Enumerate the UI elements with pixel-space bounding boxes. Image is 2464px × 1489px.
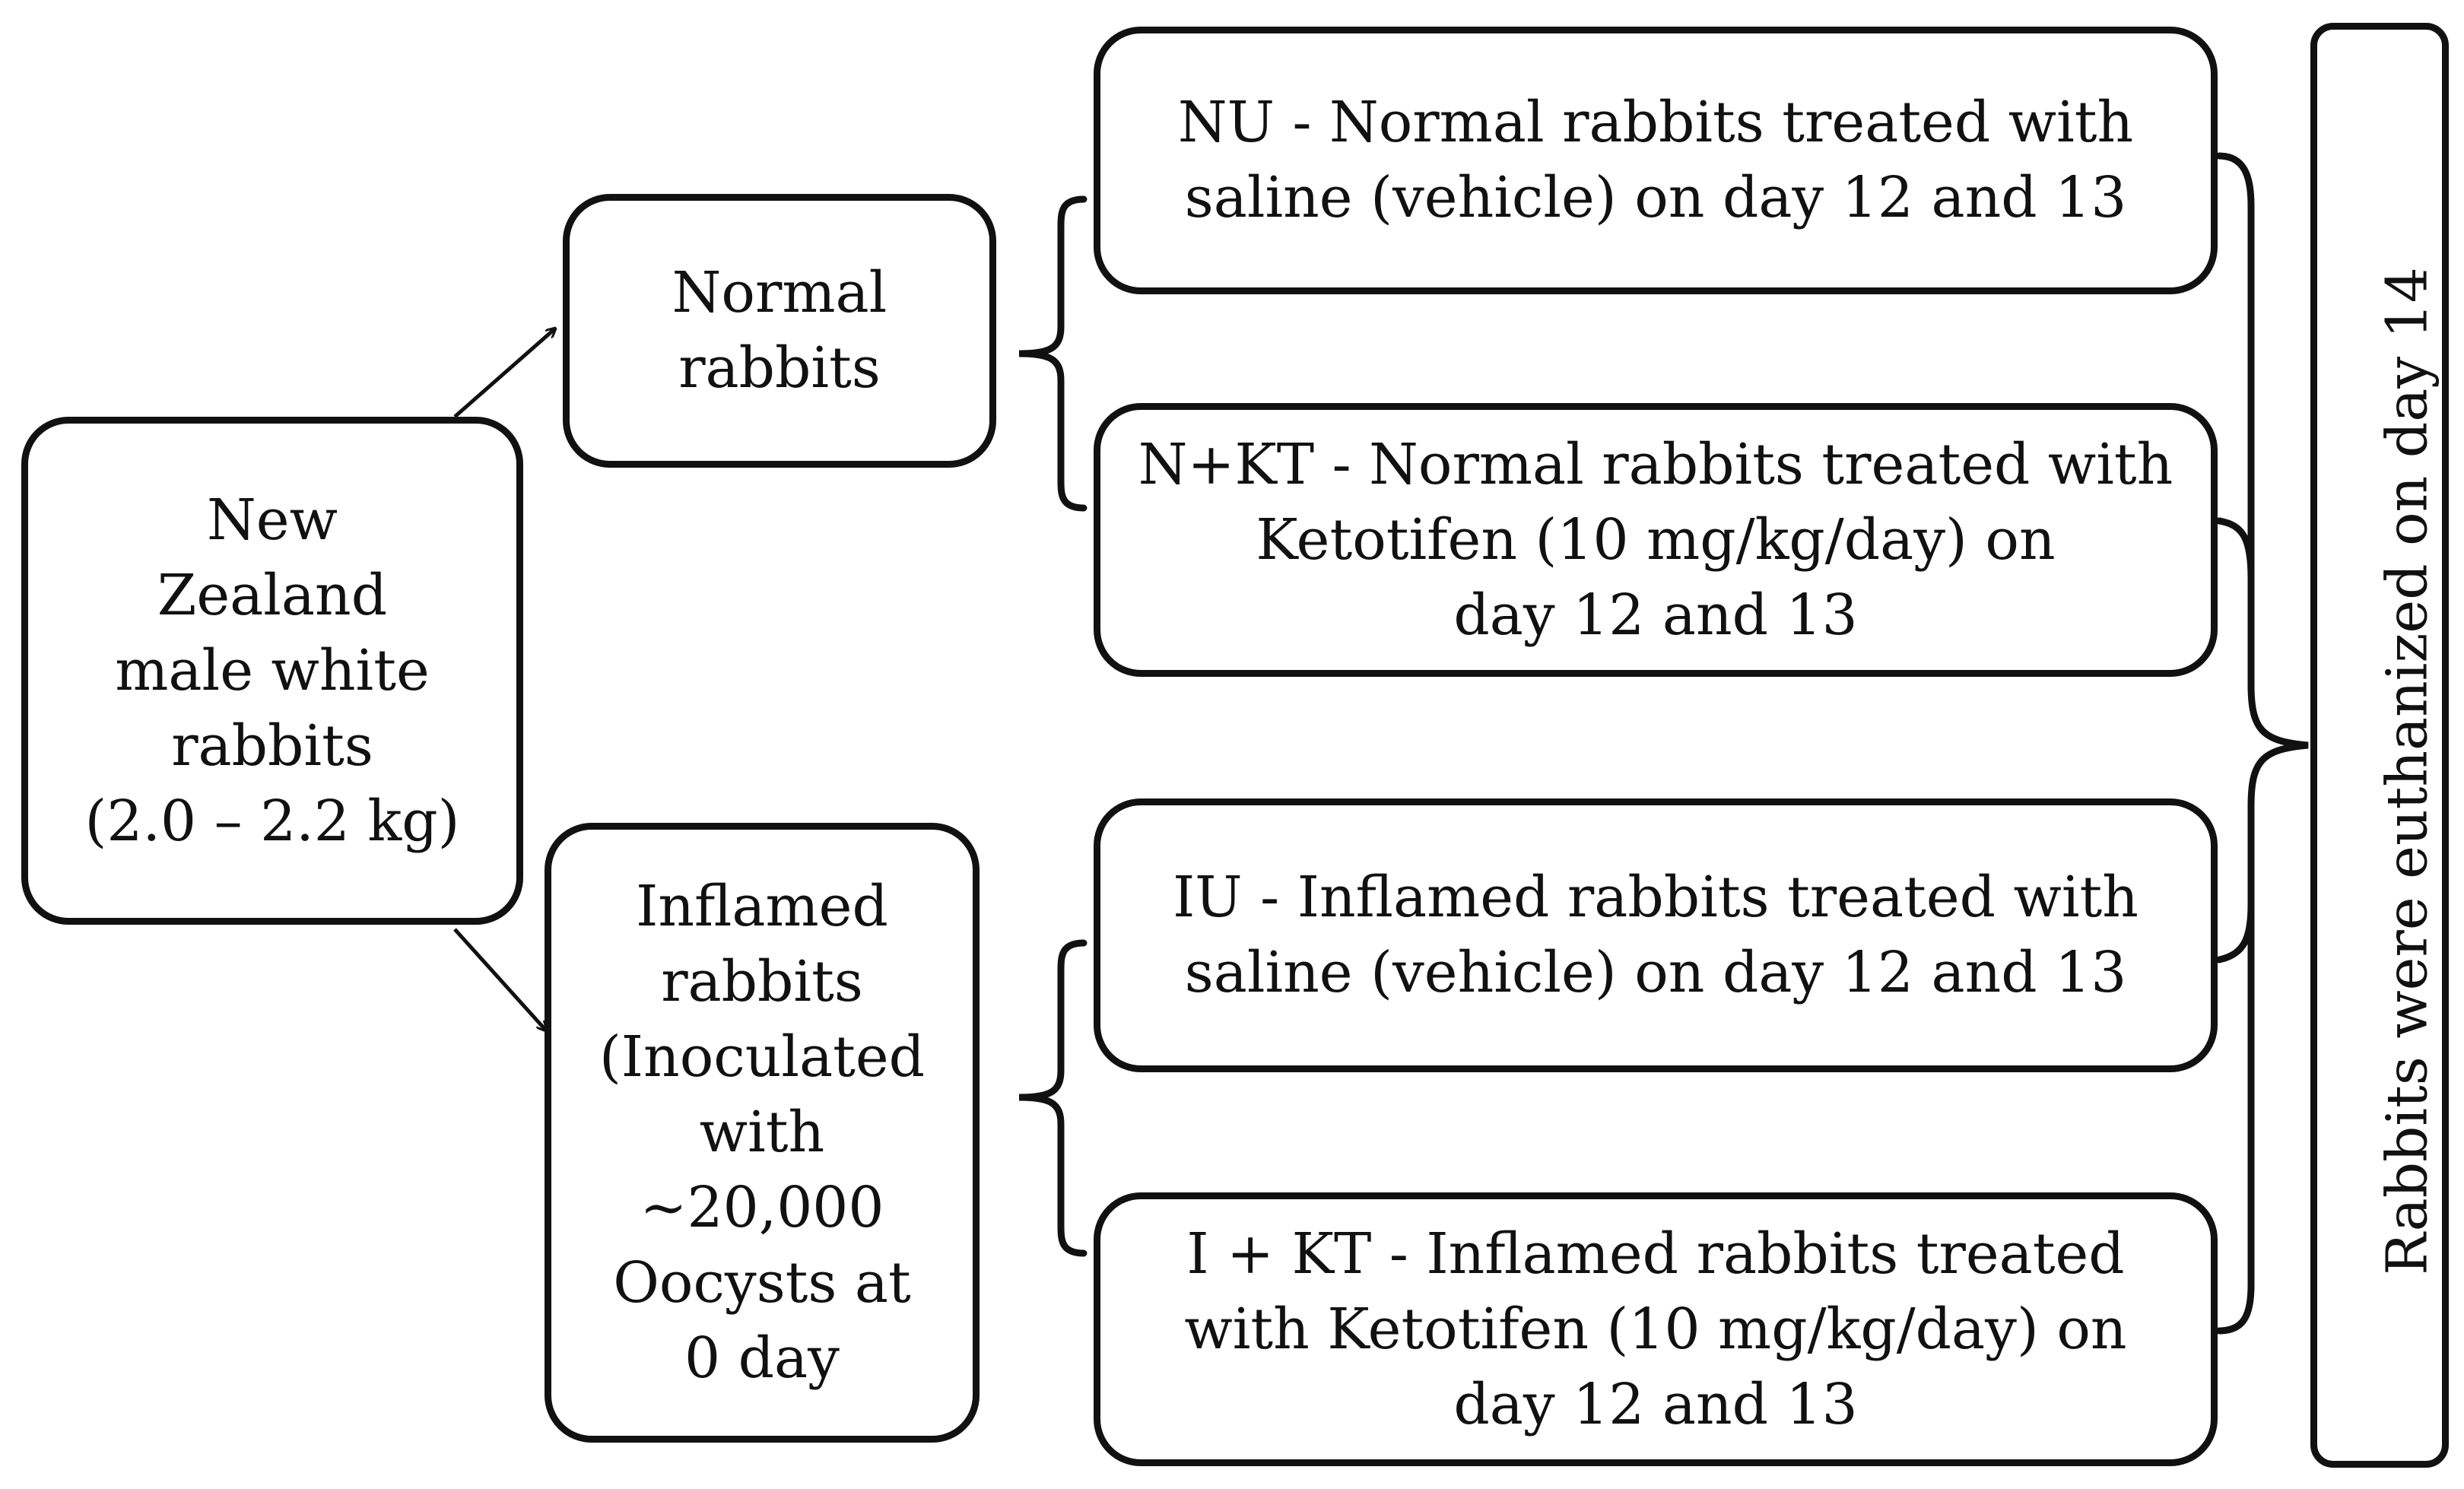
inflamed-group-line: rabbits	[661, 949, 863, 1014]
arrow-to-normal	[453, 329, 555, 418]
arrow-to-inflamed	[453, 928, 546, 1030]
outcome-box	[2310, 23, 2449, 1468]
brace-inflamed	[1018, 939, 1088, 1257]
inflamed-group-line: Inflamed	[636, 874, 888, 939]
treatment-iu-box: IU - Inflamed rabbits treated with salin…	[1094, 798, 2218, 1072]
origin-line: male white	[115, 637, 430, 703]
treatment-iu-line: IU - Inflamed rabbits treated with	[1173, 865, 2139, 930]
connector-nkt	[2215, 517, 2255, 582]
treatment-ikt-box: I + KT - Inflamed rabbits treated with K…	[1094, 1192, 2218, 1466]
treatment-nu-box: NU - Normal rabbits treated with saline …	[1094, 27, 2218, 294]
normal-group-box: Normal rabbits	[563, 194, 996, 468]
inflamed-group-box: Inflamed rabbits (Inoculated with ~20,00…	[545, 823, 980, 1443]
brace-normal	[1018, 195, 1088, 512]
origin-box: New Zealand male white rabbits (2.0 – 2.…	[21, 417, 523, 925]
inflamed-group-line: (Inoculated	[599, 1024, 926, 1090]
treatment-nu-line: saline (vehicle) on day 12 and 13	[1184, 165, 2127, 230]
treatment-nkt-line: N+KT - Normal rabbits treated with	[1138, 431, 2173, 497]
inflamed-group-line: with	[699, 1100, 825, 1165]
origin-line: rabbits	[171, 713, 373, 779]
treatment-ikt-line: day 12 and 13	[1453, 1371, 1858, 1437]
inflamed-group-line: 0 day	[684, 1325, 840, 1391]
outcome-label: Rabbits were euthanized on day 14	[2374, 267, 2440, 1275]
treatment-nu-line: NU - Normal rabbits treated with	[1177, 90, 2134, 155]
origin-line: New	[207, 487, 338, 553]
inflamed-group-line: Oocysts at	[613, 1250, 911, 1316]
connector-iu	[2215, 901, 2255, 964]
origin-line: Zealand	[157, 562, 388, 628]
normal-group-line: Normal	[672, 260, 887, 325]
treatment-iu-line: saline (vehicle) on day 12 and 13	[1184, 940, 2127, 1005]
treatment-ikt-line: with Ketotifen (10 mg/kg/day) on	[1184, 1296, 2127, 1362]
treatment-nkt-line: Ketotifen (10 mg/kg/day) on	[1256, 506, 2056, 573]
inflamed-group-line: ~20,000	[640, 1175, 884, 1240]
origin-line: (2.0 – 2.2 kg)	[84, 788, 460, 854]
treatment-nkt-box: N+KT - Normal rabbits treated with Ketot…	[1094, 403, 2218, 677]
treatment-ikt-line: I + KT - Inflamed rabbits treated	[1186, 1221, 2125, 1287]
treatment-nkt-line: day 12 and 13	[1453, 582, 1858, 648]
brace-outcome	[2215, 152, 2309, 1335]
normal-group-line: rabbits	[678, 335, 881, 401]
